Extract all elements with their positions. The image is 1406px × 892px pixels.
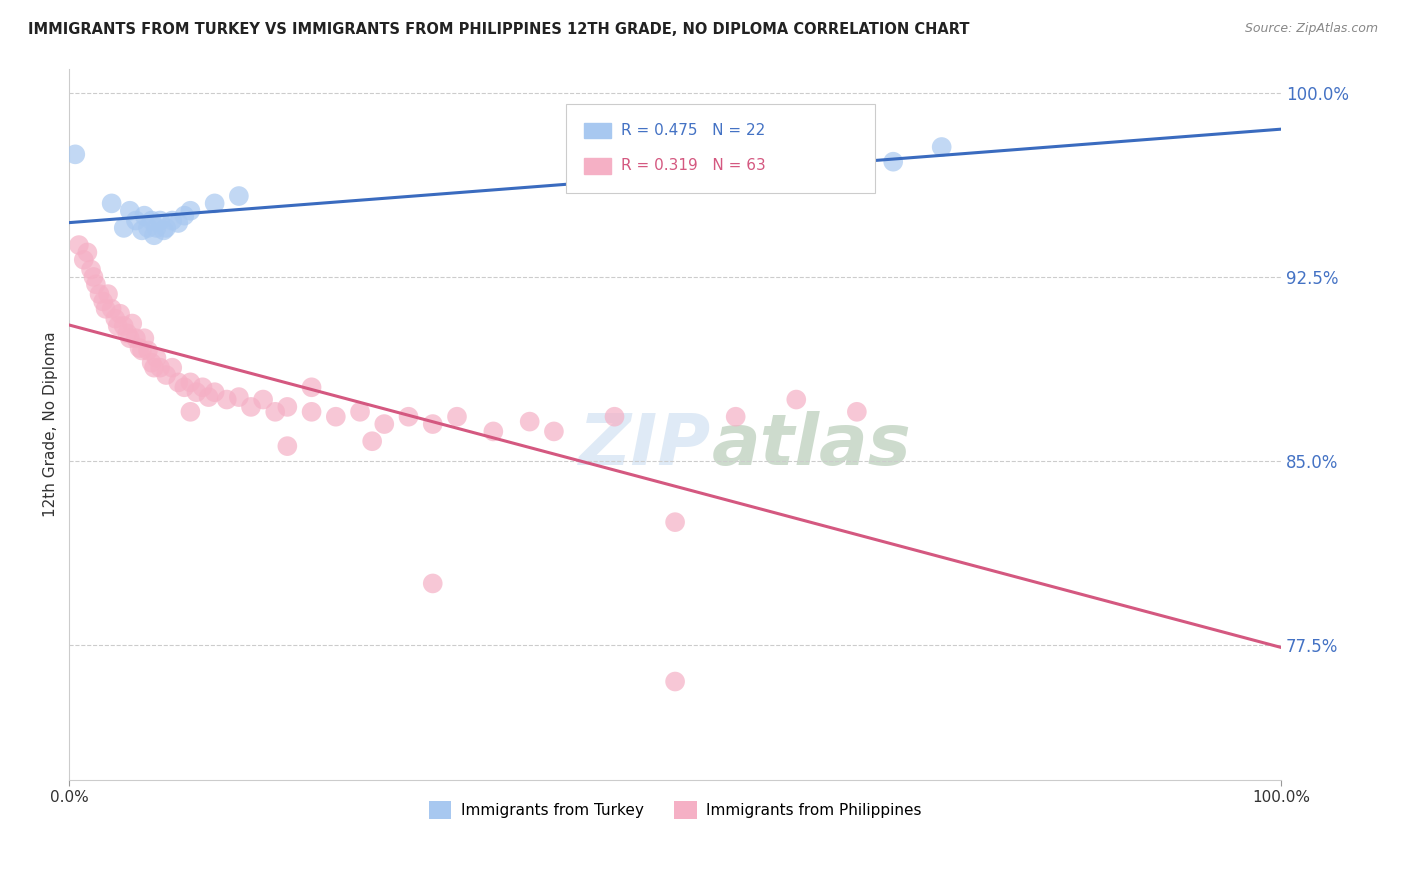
Point: [325, 409, 347, 424]
Point: [446, 409, 468, 424]
Point: [131, 343, 153, 358]
Point: [121, 317, 143, 331]
Point: [104, 311, 127, 326]
Point: [160, 360, 183, 375]
Point: [100, 301, 122, 316]
Point: [482, 425, 505, 439]
Point: [134, 209, 156, 223]
Point: [97, 287, 120, 301]
Point: [149, 213, 172, 227]
Point: [136, 220, 159, 235]
Point: [349, 405, 371, 419]
Point: [228, 390, 250, 404]
Point: [160, 213, 183, 227]
Point: [155, 368, 177, 382]
Point: [519, 415, 541, 429]
Point: [112, 318, 135, 333]
Point: [204, 196, 226, 211]
Point: [724, 409, 747, 424]
Point: [155, 220, 177, 235]
Point: [136, 343, 159, 358]
Bar: [585, 158, 610, 174]
Point: [301, 405, 323, 419]
Point: [128, 341, 150, 355]
Text: R = 0.319   N = 63: R = 0.319 N = 63: [620, 159, 765, 173]
Point: [361, 434, 384, 449]
Point: [131, 223, 153, 237]
Point: [179, 376, 201, 390]
Point: [204, 385, 226, 400]
Point: [931, 140, 953, 154]
Point: [141, 356, 163, 370]
Point: [118, 331, 141, 345]
Point: [845, 405, 868, 419]
Bar: [585, 122, 610, 138]
Point: [276, 400, 298, 414]
Point: [89, 287, 111, 301]
Point: [73, 252, 96, 267]
Text: R = 0.475   N = 22: R = 0.475 N = 22: [620, 123, 765, 138]
Text: IMMIGRANTS FROM TURKEY VS IMMIGRANTS FROM PHILIPPINES 12TH GRADE, NO DIPLOMA COR: IMMIGRANTS FROM TURKEY VS IMMIGRANTS FRO…: [28, 22, 970, 37]
Y-axis label: 12th Grade, No Diploma: 12th Grade, No Diploma: [44, 331, 58, 516]
Point: [373, 417, 395, 431]
Text: Source: ZipAtlas.com: Source: ZipAtlas.com: [1244, 22, 1378, 36]
Point: [664, 674, 686, 689]
Text: atlas: atlas: [711, 411, 911, 480]
Point: [252, 392, 274, 407]
Point: [186, 385, 208, 400]
Legend: Immigrants from Turkey, Immigrants from Philippines: Immigrants from Turkey, Immigrants from …: [422, 795, 928, 825]
Point: [143, 228, 166, 243]
Point: [301, 380, 323, 394]
Point: [107, 318, 129, 333]
Point: [215, 392, 238, 407]
Point: [543, 425, 565, 439]
Point: [145, 220, 167, 235]
Point: [785, 392, 807, 407]
Point: [152, 223, 174, 237]
Point: [125, 331, 148, 345]
Point: [125, 213, 148, 227]
Point: [67, 238, 90, 252]
Point: [264, 405, 287, 419]
Point: [84, 277, 107, 292]
Text: ZIP: ZIP: [579, 411, 711, 480]
Point: [112, 220, 135, 235]
Point: [94, 301, 117, 316]
FancyBboxPatch shape: [567, 104, 875, 193]
Point: [882, 154, 904, 169]
Point: [173, 380, 195, 394]
Point: [145, 351, 167, 365]
Point: [143, 360, 166, 375]
Point: [179, 405, 201, 419]
Point: [422, 417, 444, 431]
Point: [197, 390, 219, 404]
Point: [422, 576, 444, 591]
Point: [173, 209, 195, 223]
Point: [603, 409, 626, 424]
Point: [167, 376, 190, 390]
Point: [117, 326, 139, 341]
Point: [118, 203, 141, 218]
Point: [134, 331, 156, 345]
Point: [80, 262, 103, 277]
Point: [141, 213, 163, 227]
Point: [108, 307, 131, 321]
Point: [76, 245, 98, 260]
Point: [276, 439, 298, 453]
Point: [100, 196, 122, 211]
Point: [240, 400, 263, 414]
Point: [167, 216, 190, 230]
Point: [179, 203, 201, 218]
Point: [191, 380, 214, 394]
Point: [228, 189, 250, 203]
Point: [664, 515, 686, 529]
Point: [149, 360, 172, 375]
Point: [65, 147, 87, 161]
Point: [82, 269, 104, 284]
Point: [91, 294, 114, 309]
Point: [398, 409, 420, 424]
